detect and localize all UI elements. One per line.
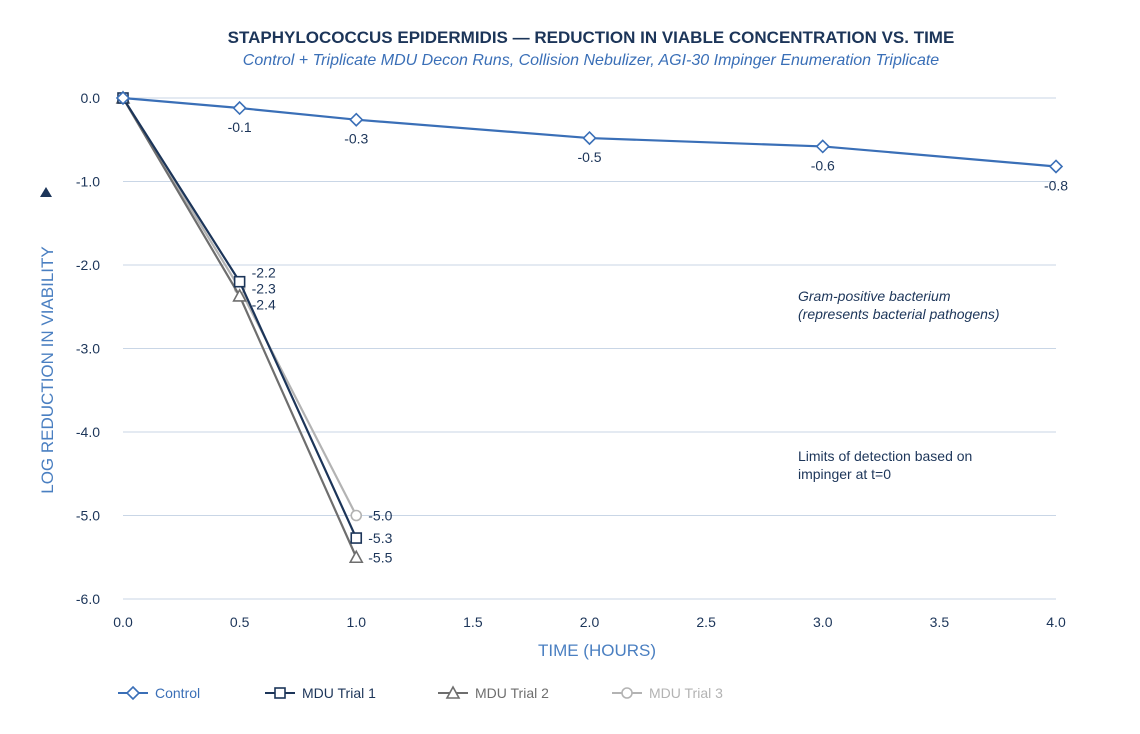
square-marker [350,532,363,544]
circle-marker [350,509,363,522]
data-label: -5.0 [368,508,392,524]
legend-label: MDU Trial 2 [475,685,549,701]
y-tick-label: -3.0 [76,341,100,357]
chart-subtitle: Control + Triplicate MDU Decon Runs, Col… [243,52,940,69]
series-line [122,97,358,539]
square-icon [274,687,286,699]
y-axis-label: LOG REDUCTION IN VIABILITY [38,246,57,494]
data-label: -5.5 [368,549,392,565]
data-label: -2.3 [252,281,276,297]
legend-item: MDU Trial 2 [438,685,549,701]
series-mdu-trial-1 [117,92,363,544]
x-tick-label: 3.0 [813,614,833,630]
triangle-icon [445,685,461,699]
series-line [122,97,358,558]
series-control [115,90,1064,174]
data-label: -0.1 [228,119,252,135]
x-tick-label: 0.0 [113,614,133,630]
series-mdu-trial-3 [117,92,363,522]
diamond-marker [349,112,364,127]
y-tick-label: -4.0 [76,424,100,440]
circle-icon [621,687,633,699]
y-tick-label: 0.0 [81,90,101,106]
x-tick-label: 4.0 [1046,614,1066,630]
triangle-marker [348,549,364,564]
y-tick-label: -5.0 [76,508,100,524]
legend-item: MDU Trial 3 [612,685,723,701]
data-label: -0.5 [577,149,601,165]
data-label: -0.6 [811,157,835,173]
legend-label: MDU Trial 1 [302,685,376,701]
x-tick-label: 3.5 [930,614,950,630]
annotation-text: (represents bacterial pathogens) [798,306,1000,322]
annotation-text: impinger at t=0 [798,466,891,482]
series-line [122,96,1057,168]
annotation-text: Gram-positive bacterium [798,288,951,304]
legend-label: MDU Trial 3 [649,685,723,701]
diamond-marker [815,139,830,154]
legend-label: Control [155,685,200,701]
annotation-text: Limits of detection based on [798,448,972,464]
triangle-marker [232,288,247,302]
legend-item: Control [118,685,200,701]
x-tick-label: 0.5 [230,614,250,630]
x-tick-label: 1.0 [347,614,367,630]
data-label: -0.8 [1044,177,1068,193]
series-mdu-trial-2 [115,90,364,564]
x-tick-label: 2.0 [580,614,600,630]
y-axis-arrow-icon [40,187,52,197]
square-marker [233,275,246,288]
x-axis-label: TIME (HOURS) [538,641,656,660]
series-line [122,97,358,517]
y-tick-label: -6.0 [76,591,100,607]
diamond-marker [232,100,247,116]
x-tick-label: 2.5 [696,614,716,630]
x-tick-label: 1.5 [463,614,483,630]
legend-item: MDU Trial 1 [265,685,376,701]
diamond-marker [115,90,131,106]
data-label: -2.4 [252,297,276,313]
data-label: -0.3 [344,131,368,147]
chart-title: STAPHYLOCOCCUS EPIDERMIDIS — REDUCTION I… [228,28,955,47]
y-tick-label: -1.0 [76,174,100,190]
y-tick-label: -2.0 [76,257,100,273]
diamond-marker [1048,159,1064,174]
diamond-marker [582,130,597,146]
data-label: -2.2 [252,265,276,281]
diamond-icon [125,685,141,701]
data-label: -5.3 [368,530,392,546]
